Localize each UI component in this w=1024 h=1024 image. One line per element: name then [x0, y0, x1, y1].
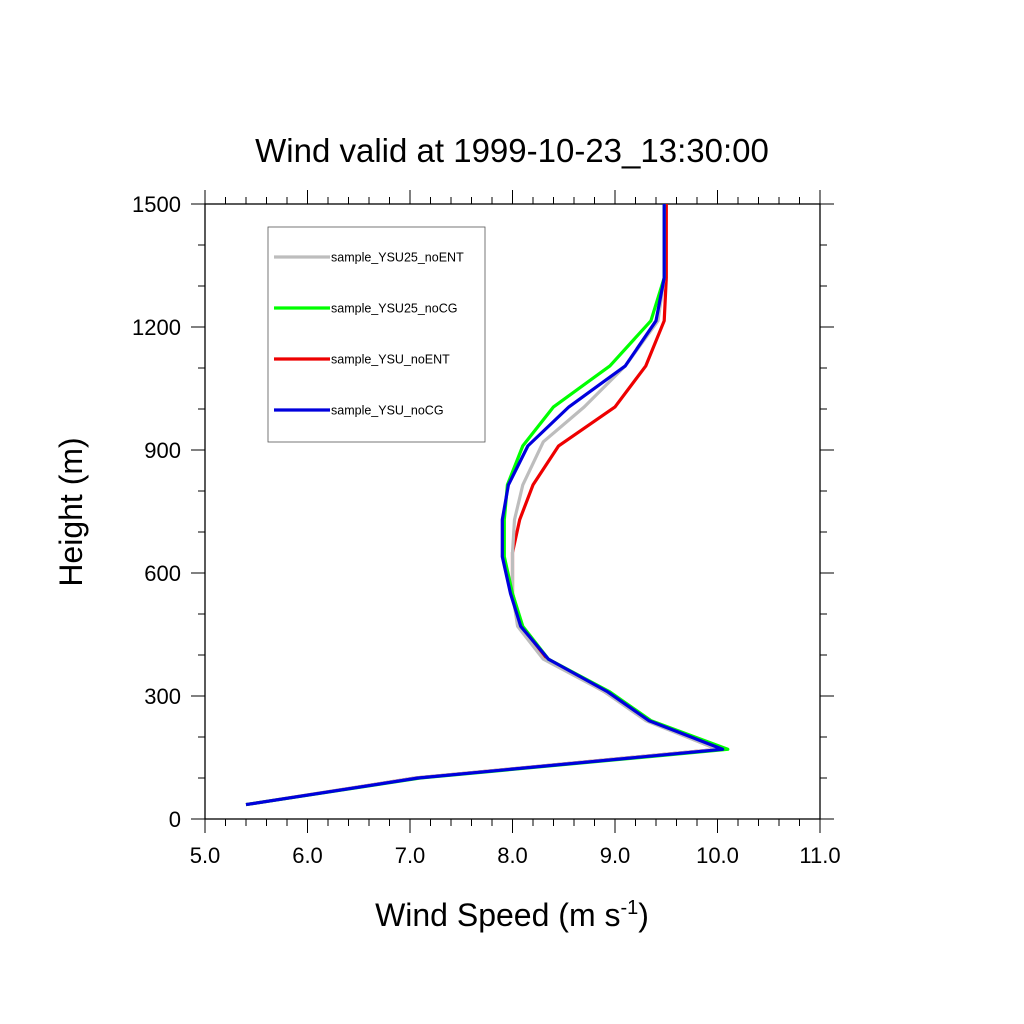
legend-label: sample_YSU25_noENT	[331, 251, 464, 265]
y-tick-label: 900	[144, 438, 181, 463]
legend-label: sample_YSU_noCG	[331, 404, 444, 418]
legend-label: sample_YSU_noENT	[331, 353, 450, 367]
chart-title: Wind valid at 1999-10-23_13:30:00	[255, 132, 769, 169]
y-tick-label: 0	[169, 807, 181, 832]
y-tick-label: 600	[144, 561, 181, 586]
x-axis-title-superscript: -1	[620, 897, 638, 919]
legend-label: sample_YSU25_noCG	[331, 302, 457, 316]
y-tick-label: 1200	[132, 315, 181, 340]
x-tick-label: 8.0	[497, 843, 528, 868]
x-tick-label: 7.0	[395, 843, 426, 868]
x-tick-label: 6.0	[292, 843, 323, 868]
y-axis-title: Height (m)	[53, 437, 89, 586]
x-tick-label: 10.0	[696, 843, 739, 868]
y-tick-label: 300	[144, 684, 181, 709]
x-tick-label: 9.0	[600, 843, 631, 868]
y-tick-label: 1500	[132, 192, 181, 217]
x-axis-title: Wind Speed (m s-1)	[375, 897, 649, 933]
x-tick-label: 5.0	[190, 843, 221, 868]
legend: sample_YSU25_noENT sample_YSU25_noCGsampl…	[267, 226, 486, 443]
x-tick-label: 11.0	[799, 843, 840, 868]
legend-box	[267, 226, 486, 443]
series-line-sample_YSU_noCG	[245, 204, 725, 807]
